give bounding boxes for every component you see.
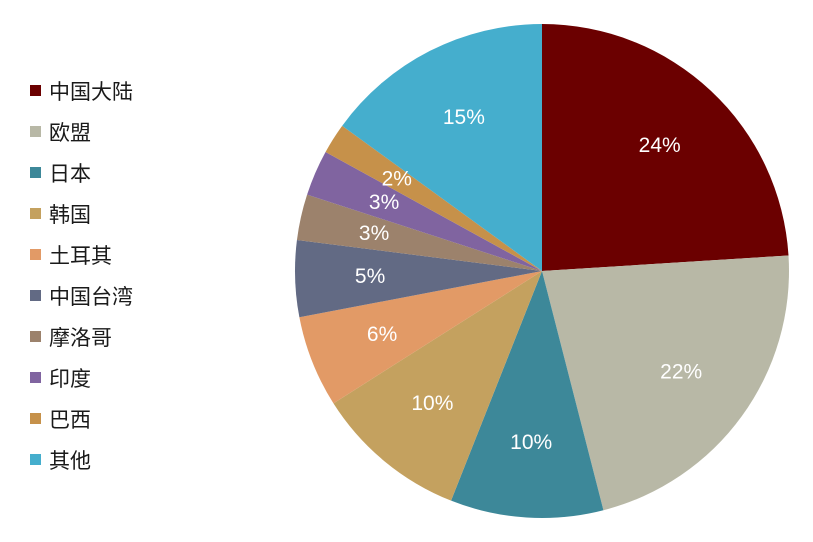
legend-item: 土耳其 bbox=[30, 234, 133, 275]
legend-label: 日本 bbox=[49, 161, 91, 186]
slice-value-label: 3% bbox=[359, 222, 389, 245]
legend-swatch bbox=[30, 413, 41, 424]
slice-value-label: 15% bbox=[443, 106, 485, 129]
slice-value-label: 2% bbox=[382, 167, 412, 190]
legend-swatch bbox=[30, 372, 41, 383]
legend-swatch bbox=[30, 290, 41, 301]
chart-legend: 中国大陆欧盟日本韩国土耳其中国台湾摩洛哥印度巴西其他 bbox=[30, 70, 133, 480]
pie-slices bbox=[295, 24, 789, 518]
slice-value-label: 5% bbox=[355, 265, 385, 288]
legend-item: 巴西 bbox=[30, 398, 133, 439]
pie-slice bbox=[542, 24, 789, 271]
legend-swatch bbox=[30, 331, 41, 342]
pie-slice bbox=[295, 240, 542, 318]
pie-slice bbox=[542, 255, 789, 511]
legend-label: 其他 bbox=[49, 448, 91, 473]
legend-label: 巴西 bbox=[49, 407, 91, 432]
slice-value-label: 10% bbox=[411, 392, 453, 415]
legend-label: 中国台湾 bbox=[49, 284, 133, 309]
legend-swatch bbox=[30, 208, 41, 219]
legend-swatch bbox=[30, 454, 41, 465]
pie-slice bbox=[342, 24, 542, 271]
legend-label: 韩国 bbox=[49, 202, 91, 227]
legend-swatch bbox=[30, 249, 41, 260]
pie-slice bbox=[325, 125, 542, 271]
pie-value-labels: 24%22%10%10%6%5%3%3%2%15% bbox=[355, 106, 702, 454]
legend-label: 摩洛哥 bbox=[49, 325, 112, 350]
legend-item: 其他 bbox=[30, 439, 133, 480]
legend-swatch bbox=[30, 126, 41, 137]
legend-item: 中国台湾 bbox=[30, 275, 133, 316]
slice-value-label: 3% bbox=[369, 191, 399, 214]
legend-item: 韩国 bbox=[30, 193, 133, 234]
legend-item: 印度 bbox=[30, 357, 133, 398]
pie-slice bbox=[299, 271, 542, 404]
legend-item: 摩洛哥 bbox=[30, 316, 133, 357]
legend-label: 中国大陆 bbox=[49, 79, 133, 104]
legend-swatch bbox=[30, 85, 41, 96]
pie-slice bbox=[333, 271, 542, 501]
legend-swatch bbox=[30, 167, 41, 178]
legend-label: 土耳其 bbox=[49, 243, 112, 268]
legend-item: 欧盟 bbox=[30, 111, 133, 152]
slice-value-label: 24% bbox=[639, 134, 681, 157]
legend-item: 日本 bbox=[30, 152, 133, 193]
legend-label: 欧盟 bbox=[49, 120, 91, 145]
pie-slice bbox=[307, 152, 542, 271]
pie-slice bbox=[296, 194, 542, 271]
slice-value-label: 22% bbox=[660, 361, 702, 384]
pie-slice bbox=[451, 271, 604, 518]
legend-item: 中国大陆 bbox=[30, 70, 133, 111]
slice-value-label: 6% bbox=[367, 323, 397, 346]
legend-label: 印度 bbox=[49, 366, 91, 391]
slice-value-label: 10% bbox=[510, 431, 552, 454]
